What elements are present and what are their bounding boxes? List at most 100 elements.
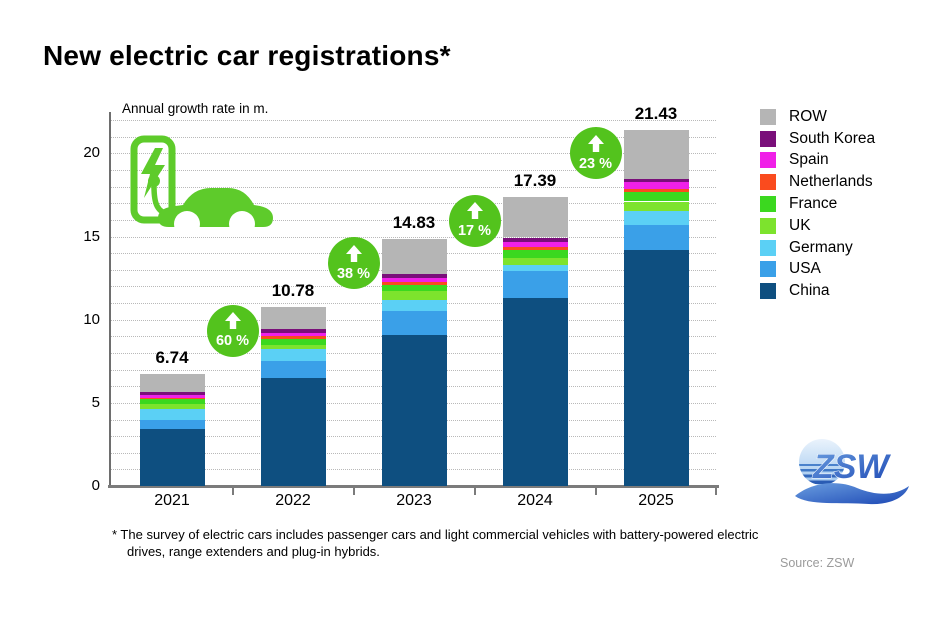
grid-line xyxy=(111,203,716,205)
bar-segment-uk xyxy=(381,291,447,301)
bar-segment-uk xyxy=(502,258,568,265)
bar-segment-france xyxy=(623,192,689,202)
bar-segment-france xyxy=(502,250,568,259)
x-axis-tick xyxy=(594,488,597,495)
ev-charging-car-icon xyxy=(130,135,273,236)
y-tick-label: 20 xyxy=(83,144,100,162)
bar-total-label: 17.39 xyxy=(513,170,557,190)
bar-segment-row xyxy=(502,196,568,238)
bar-segment-spain xyxy=(381,277,447,282)
legend-swatch xyxy=(760,239,776,256)
footnote-line-1: * The survey of electric cars includes p… xyxy=(112,527,759,542)
bar-segment-usa xyxy=(139,419,205,430)
bar-segment-usa xyxy=(381,311,447,335)
x-axis-tick xyxy=(352,488,355,495)
growth-badge-label: 23 % xyxy=(578,155,613,172)
bar-segment-netherlands xyxy=(623,189,689,193)
grid-line xyxy=(111,219,716,221)
lightning-bolt-icon xyxy=(141,148,165,198)
charging-station-outline xyxy=(130,135,176,224)
car-rear-wheel xyxy=(229,211,255,236)
bar-segment-usa xyxy=(260,361,326,378)
bar-total-label: 14.83 xyxy=(392,213,436,233)
bar-segment-row xyxy=(381,239,447,274)
bar-segment-france xyxy=(139,399,205,404)
bar-segment-china xyxy=(260,377,326,486)
bar-segment-netherlands xyxy=(381,281,447,285)
legend-label: Spain xyxy=(789,151,829,169)
x-axis-tick xyxy=(231,488,234,495)
bar-segment-netherlands xyxy=(502,246,568,251)
bar-segment-germany xyxy=(139,409,205,420)
up-arrow-icon xyxy=(586,134,606,157)
growth-badge: 17 % xyxy=(448,194,501,247)
bar-segment-france xyxy=(260,338,326,345)
source-label: Source: ZSW xyxy=(780,556,855,570)
bar-segment-spain xyxy=(260,332,326,337)
bar-segment-uk xyxy=(623,201,689,211)
legend-label: ROW xyxy=(789,107,827,125)
y-tick-label: 5 xyxy=(91,393,100,411)
legend-swatch xyxy=(760,196,776,213)
growth-badge-label: 60 % xyxy=(215,333,250,350)
cable-plug-dot xyxy=(148,175,160,187)
grid-line xyxy=(111,153,716,155)
y-tick-label: 10 xyxy=(83,310,100,328)
bar-segment-spain xyxy=(139,394,205,398)
bar-total-label: 21.43 xyxy=(634,103,678,123)
x-axis-tick xyxy=(473,488,476,495)
legend-swatch xyxy=(760,108,776,125)
legend-item-row: ROW xyxy=(760,106,875,128)
zsw-logo: ZSW xyxy=(795,439,909,505)
legend-item-usa: USA xyxy=(760,259,875,281)
y-tick-label: 0 xyxy=(91,477,100,494)
up-arrow-icon xyxy=(344,244,364,267)
x-category-label: 2023 xyxy=(396,492,432,509)
bar-segment-south-korea xyxy=(502,237,568,242)
legend-label: UK xyxy=(789,216,811,234)
bar-segment-germany xyxy=(623,210,689,225)
legend-swatch xyxy=(760,283,776,300)
grid-line xyxy=(111,169,716,171)
bar-segment-spain xyxy=(502,241,568,247)
bar-segment-south-korea xyxy=(623,179,689,183)
grid-line xyxy=(111,120,716,121)
growth-badge-label: 38 % xyxy=(336,265,371,282)
bar-segment-south-korea xyxy=(381,273,447,278)
logo-wave xyxy=(795,483,909,505)
bar-segment-spain xyxy=(623,182,689,190)
footnote-line-2: drives, range extenders and plug-in hybr… xyxy=(127,544,380,559)
legend-item-france: France xyxy=(760,193,875,215)
x-category-label: 2022 xyxy=(275,492,311,509)
legend-swatch xyxy=(760,261,776,278)
y-tick-label: 15 xyxy=(83,227,100,245)
x-category-label: 2025 xyxy=(638,492,674,509)
legend-label: Netherlands xyxy=(789,173,873,191)
legend: ROW South Korea Spain Netherlands France UK Ge… xyxy=(760,106,875,302)
growth-badge: 60 % xyxy=(206,304,259,357)
x-category-label: 2024 xyxy=(517,492,553,509)
bar-segment-uk xyxy=(260,344,326,350)
legend-label: USA xyxy=(789,260,821,278)
legend-label: France xyxy=(789,195,838,213)
bar-segment-netherlands xyxy=(260,336,326,339)
growth-badge-label: 17 % xyxy=(457,223,492,240)
y-axis-line xyxy=(109,112,111,487)
bar-segment-row xyxy=(139,373,205,393)
bar-segment-china xyxy=(502,298,568,486)
legend-swatch xyxy=(760,174,776,191)
bar-segment-france xyxy=(381,285,447,291)
legend-label: Germany xyxy=(789,238,853,256)
bar-segment-netherlands xyxy=(139,398,205,400)
legend-item-uk: UK xyxy=(760,215,875,237)
grid-line xyxy=(111,236,716,238)
grid-line xyxy=(111,186,716,188)
footnote: * The survey of electric cars includes p… xyxy=(112,526,758,560)
bar-total-label: 6.74 xyxy=(155,347,189,367)
legend-swatch xyxy=(760,217,776,234)
bar-segment-germany xyxy=(260,349,326,362)
bar-segment-china xyxy=(139,429,205,486)
x-category-label: 2021 xyxy=(154,492,190,509)
logo-text: ZSW xyxy=(812,448,891,486)
